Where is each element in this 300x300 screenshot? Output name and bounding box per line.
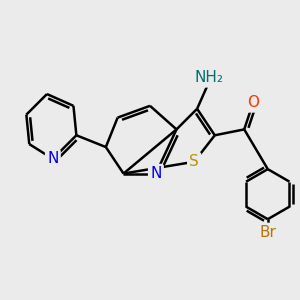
Text: O: O — [247, 95, 259, 110]
Text: Br: Br — [259, 225, 276, 240]
Text: NH₂: NH₂ — [194, 70, 224, 86]
Text: N: N — [150, 166, 162, 181]
Text: S: S — [189, 154, 199, 169]
Text: N: N — [47, 151, 58, 166]
